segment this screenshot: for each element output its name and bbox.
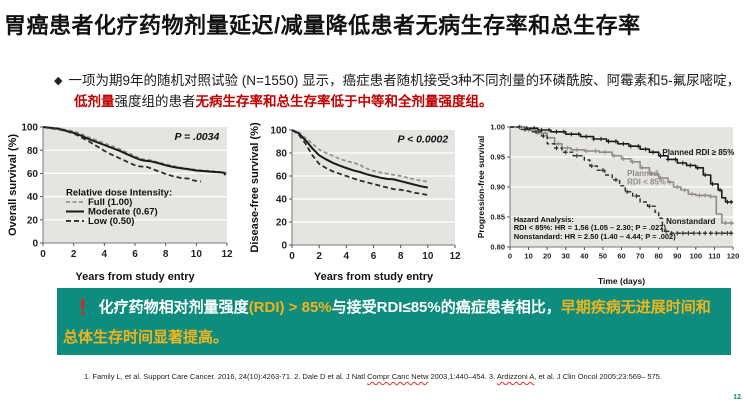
svg-text:60: 60 (27, 169, 39, 180)
text-segment: 化疗药物相对剂量强度 (98, 299, 249, 316)
svg-text:Years from study entry: Years from study entry (314, 271, 434, 283)
svg-text:0: 0 (40, 249, 46, 260)
overall-survival-chart: 0 2 4 6 8 10 12 0 20 40 60 80 100 Years from study en… (7, 123, 233, 283)
svg-text:Progression-free survival: Progression-free survival (478, 136, 486, 239)
svg-text:4: 4 (344, 251, 350, 262)
svg-text:10: 10 (524, 252, 532, 261)
svg-text:120: 120 (727, 252, 740, 261)
svg-text:RDI < 85%: RDI < 85% (627, 178, 666, 187)
conclusion-banner: ! 化疗药物相对剂量强度(RDI) > 85%与接受RDI≤85%的癌症患者相比，… (57, 288, 731, 355)
text-segment: 2003,1:440–454. 3. (428, 372, 497, 381)
text-segment: 无病生存率和总生存率低于中等和全剂量强度组。 (195, 94, 493, 110)
svg-text:Planned RDI ≥ 85%: Planned RDI ≥ 85% (662, 148, 734, 157)
svg-text:P < 0.0002: P < 0.0002 (398, 134, 449, 146)
svg-text:60: 60 (617, 252, 625, 261)
text-segment: Compr Canc Netw (367, 372, 429, 381)
svg-text:50: 50 (599, 252, 607, 261)
diamond-bullet-icon: ◆ (54, 75, 63, 87)
svg-text:0: 0 (289, 251, 295, 262)
svg-text:40: 40 (580, 252, 588, 261)
svg-text:100: 100 (270, 126, 287, 137)
svg-text:70: 70 (636, 252, 644, 261)
svg-text:Hazard Analysis:: Hazard Analysis: (514, 215, 574, 224)
svg-text:Overall survival (%): Overall survival (%) (7, 134, 19, 236)
svg-text:Time (days): Time (days) (598, 276, 645, 286)
svg-text:1.00: 1.00 (490, 123, 505, 132)
text-segment: 与接受RDI≤85%的癌症患者相比， (331, 299, 561, 316)
svg-text:6: 6 (132, 249, 138, 260)
svg-text:6: 6 (371, 251, 377, 262)
svg-text:20: 20 (27, 215, 39, 226)
svg-text:60: 60 (276, 172, 288, 183)
banner-text: 化疗药物相对剂量强度(RDI) > 85%与接受RDI≤85%的癌症患者相比，早… (63, 299, 711, 346)
progression-free-survival-chart: 0 10 20 30 40 50 60 70 80 90 100 110 120 0.80 0.85 0.90… (478, 123, 740, 286)
svg-text:Disease-free survival (%): Disease-free survival (%) (249, 122, 261, 253)
svg-text:12: 12 (221, 249, 233, 260)
svg-text:100: 100 (690, 252, 703, 261)
svg-text:Relative dose Intensity:: Relative dose Intensity: (66, 187, 172, 198)
text-segment: Ardizzoni A (496, 372, 535, 381)
svg-text:0.80: 0.80 (490, 243, 505, 252)
svg-text:20: 20 (543, 252, 551, 261)
text-segment: 低剂量 (74, 94, 115, 110)
svg-text:P = .0034: P = .0034 (174, 131, 219, 143)
page-number: 12 (733, 394, 741, 401)
bullet-text: 一项为期9年的随机对照试验 (N=1550) 显示，癌症患者随机接受3种不同剂量… (68, 73, 740, 109)
svg-text:90: 90 (673, 252, 681, 261)
disease-free-survival-chart: 0 2 4 6 8 10 12 0 20 40 60 80 100 Years from study en… (249, 122, 461, 283)
exclamation-icon: ! (79, 294, 87, 320)
svg-text:8: 8 (163, 249, 169, 260)
svg-text:30: 30 (562, 252, 570, 261)
svg-text:0: 0 (281, 241, 287, 252)
svg-text:Years from study entry: Years from study entry (75, 271, 195, 283)
svg-text:0: 0 (508, 252, 512, 261)
svg-text:Planned: Planned (627, 169, 658, 178)
svg-text:100: 100 (21, 123, 38, 134)
svg-text:12: 12 (449, 251, 461, 262)
svg-text:20: 20 (276, 218, 288, 229)
svg-text:2: 2 (71, 249, 77, 260)
svg-text:0.90: 0.90 (490, 183, 505, 192)
svg-text:110: 110 (708, 252, 720, 261)
svg-text:80: 80 (654, 252, 662, 261)
svg-text:40: 40 (27, 192, 39, 203)
svg-text:Low (0.50): Low (0.50) (88, 216, 134, 227)
svg-text:80: 80 (276, 149, 288, 160)
svg-text:10: 10 (422, 251, 434, 262)
text-segment: 强度组的患者 (114, 94, 196, 110)
svg-text:10: 10 (191, 249, 203, 260)
svg-text:Nonstandard: Nonstandard (666, 217, 715, 226)
svg-text:Nonstandard: HR = 2.50 (1.40 –: Nonstandard: HR = 2.50 (1.40 – 4.44; P =… (514, 232, 677, 241)
text-segment: , et al. J Clin Oncol 2005;23:569– 575. (534, 372, 662, 381)
svg-text:Moderate (0.67): Moderate (0.67) (88, 206, 158, 217)
svg-text:40: 40 (276, 195, 288, 206)
bullet-paragraph: ◆ 一项为期9年的随机对照试验 (N=1550) 显示，癌症患者随机接受3种不同剂… (54, 70, 746, 113)
svg-text:0.85: 0.85 (490, 213, 505, 222)
svg-text:0.95: 0.95 (490, 153, 505, 162)
svg-text:4: 4 (102, 249, 108, 260)
references: 1. Family L, et al. Support Care Cancer.… (0, 372, 746, 381)
page-title: 胃癌患者化疗药物剂量延迟/减量降低患者无病生存率和总生存率 (4, 13, 641, 38)
svg-text:Full (1.00): Full (1.00) (88, 197, 132, 208)
text-segment: 1. Family L, et al. Support Care Cancer.… (84, 372, 368, 381)
text-segment: 一项为期9年的随机对照试验 (N=1550) 显示，癌症患者随机接受3种不同剂量… (68, 73, 741, 88)
svg-text:80: 80 (27, 146, 39, 157)
svg-text:0: 0 (32, 239, 38, 250)
svg-text:RDI < 85%: HR = 1.56 (1.05 – 2: RDI < 85%: HR = 1.56 (1.05 – 2.30; P = .… (514, 223, 667, 232)
svg-text:8: 8 (398, 251, 404, 262)
text-segment: 早期疾病无进展时间和总体生存时间显著提高。 (63, 299, 711, 346)
svg-text:2: 2 (316, 251, 322, 262)
text-segment: (RDI) > 85% (248, 299, 332, 316)
